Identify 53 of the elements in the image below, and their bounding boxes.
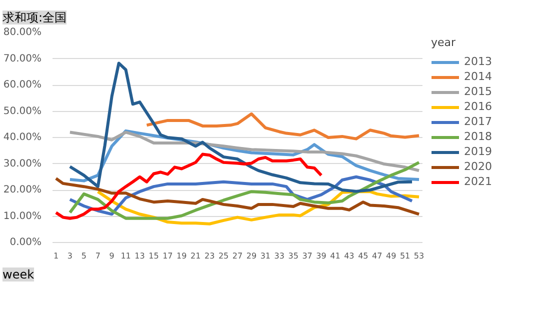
y-tick-label: 10.00% (3, 210, 42, 222)
x-tick-label: 17 (162, 252, 173, 260)
x-tick-label: 45 (358, 252, 368, 260)
chart-title: 求和项:全国 (2, 10, 67, 24)
x-tick-label: 5 (81, 252, 86, 260)
x-tick-label: 33 (274, 252, 284, 260)
x-tick-label: 1 (53, 252, 59, 260)
x-tick-label: 53 (414, 252, 424, 260)
line-series (68, 160, 421, 220)
legend-label: 2013 (464, 55, 492, 68)
y-tick-label: 50.00% (3, 106, 42, 117)
legend-label: 2016 (464, 100, 492, 113)
x-tick-label: 25 (218, 252, 229, 260)
x-tick-label: 31 (260, 252, 271, 260)
x-tick-label: 11 (120, 252, 131, 260)
x-tick-label: 41 (330, 252, 340, 260)
x-tick-label: 23 (204, 252, 215, 260)
x-tick-label: 29 (246, 252, 257, 260)
legend-label: 2021 (464, 175, 492, 188)
x-tick-label: 47 (372, 252, 382, 260)
x-tick-label: 51 (400, 252, 410, 260)
x-tick-label: 37 (302, 252, 312, 260)
y-tick-label: 60.00% (3, 80, 42, 90)
x-tick-label: 21 (190, 252, 201, 260)
x-tick-label: 35 (288, 252, 298, 260)
y-tick-label: 40.00% (3, 132, 42, 143)
x-axis-title: week (2, 268, 34, 282)
y-tick-label: 30.00% (3, 158, 42, 170)
x-tick-label: 7 (95, 252, 100, 260)
x-tick-label: 9 (109, 252, 114, 260)
x-tick-label: 49 (386, 252, 396, 260)
legend-title: year (431, 36, 457, 49)
y-tick-label: 20.00% (3, 184, 42, 196)
line-series (54, 152, 323, 220)
legend-label: 2015 (464, 85, 492, 98)
legend-label: 2018 (464, 130, 492, 143)
y-tick-label: 80.00% (3, 27, 42, 38)
line-series (145, 112, 421, 140)
x-tick-label: 15 (148, 252, 159, 260)
x-tick-label: 19 (176, 252, 187, 260)
x-tick-label: 27 (232, 252, 243, 260)
x-tick-label: 43 (344, 252, 354, 260)
legend-label: 2020 (464, 160, 492, 173)
legend-label: 2019 (464, 145, 492, 158)
y-tick-label: 70.00% (3, 53, 42, 64)
legend-label: 2014 (464, 70, 492, 83)
line-series (68, 62, 414, 193)
y-tick-label: 0.00% (10, 237, 42, 248)
line-series (68, 130, 421, 172)
x-tick-label: 3 (67, 252, 72, 260)
x-tick-label: 39 (316, 252, 326, 260)
x-tick-label: 13 (134, 252, 145, 260)
legend-label: 2017 (464, 115, 492, 128)
